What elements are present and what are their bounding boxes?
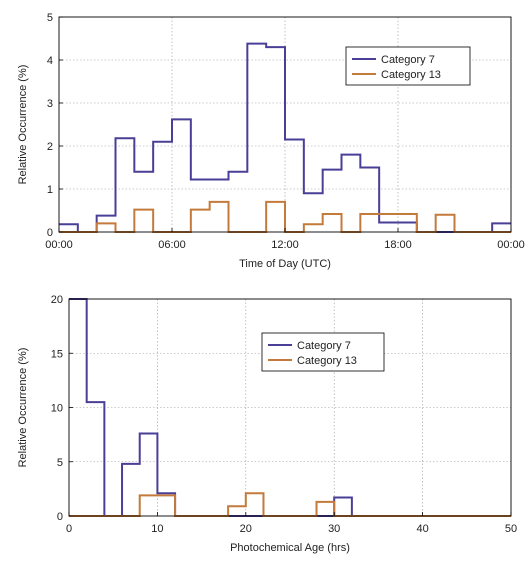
y-tick-label: 3 [47,98,53,110]
y-tick-label: 20 [51,294,63,306]
x-tick-label: 06:00 [158,239,186,251]
legend-label: Category 7 [297,340,351,352]
legend-label: Category 13 [297,355,357,367]
x-tick-label: 0 [66,523,72,535]
legend-box [261,332,385,372]
x-axis-label: Photochemical Age (hrs) [230,542,350,554]
legend-label: Category 7 [381,54,435,66]
series-line-category-13 [59,200,511,233]
y-axis-label: Relative Occurrence (%) [17,65,29,185]
y-tick-label: 5 [57,457,63,469]
y-tick-label: 15 [51,348,63,360]
y-tick-label: 4 [47,55,53,67]
x-tick-label: 12:00 [271,239,299,251]
chart-panel-2: 0 10 20 30 40 50 0 5 10 15 20 Photochemical Age (hr… [17,294,517,554]
legend: Category 7 Category 13 [261,332,385,372]
y-tick-label: 0 [57,511,63,523]
legend-label: Category 13 [381,69,441,81]
series-line-category-13 [69,492,511,517]
x-tick-label: 18:00 [384,239,412,251]
y-axis-label: Relative Occurrence (%) [17,348,29,468]
x-tick-label: 20 [240,523,252,535]
y-tick-label: 0 [47,227,53,239]
x-tick-label: 10 [151,523,163,535]
x-tick-label: 50 [505,523,517,535]
x-tick-label: 30 [328,523,340,535]
x-tick-label: 00:00 [45,239,73,251]
x-tick-label: 00:00 [497,239,525,251]
x-axis-label: Time of Day (UTC) [239,258,331,270]
legend-box [345,46,471,86]
legend: Category 7 Category 13 [345,46,471,86]
x-tick-label: 40 [416,523,428,535]
y-tick-label: 5 [47,12,53,24]
y-tick-label: 1 [47,184,53,196]
y-tick-label: 2 [47,141,53,153]
y-tick-label: 10 [51,403,63,415]
